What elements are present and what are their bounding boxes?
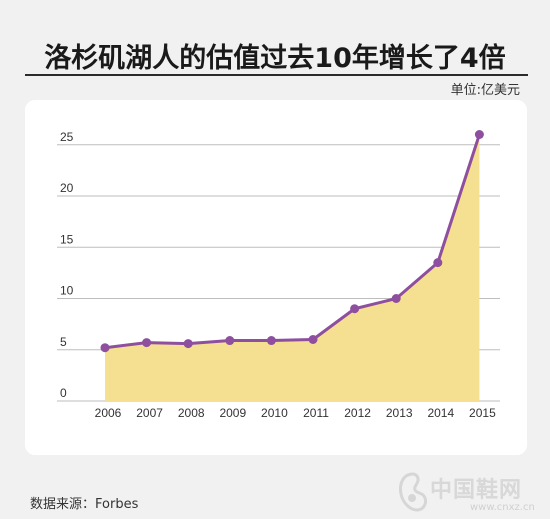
shoe-logo-icon: [399, 472, 427, 512]
area-fill: [105, 134, 480, 401]
x-tick-label: 2010: [261, 406, 288, 420]
source-note: 数据来源：Forbes: [30, 497, 139, 512]
x-tick-label: 2009: [219, 406, 246, 420]
unit-label: 单位:亿美元: [450, 83, 520, 98]
data-point: [308, 335, 318, 344]
x-tick-label: 2012: [344, 406, 371, 420]
data-point: [142, 338, 152, 348]
data-point: [391, 294, 401, 303]
data-point: [433, 258, 443, 268]
data-point: [100, 343, 110, 353]
x-tick-label: 2011: [303, 406, 329, 420]
data-point: [350, 304, 360, 314]
data-point: [225, 336, 235, 346]
y-tick-label: 10: [60, 284, 74, 298]
watermark-text: 中国鞋网: [430, 478, 523, 503]
y-tick-label: 25: [60, 130, 74, 144]
data-point: [266, 336, 276, 346]
x-tick-label: 2015: [469, 406, 496, 420]
x-tick-label: 2013: [386, 406, 413, 420]
y-tick-label: 15: [60, 232, 74, 246]
watermark-url: www.cnxz.cn: [470, 502, 535, 513]
x-tick-label: 2014: [427, 406, 454, 420]
series-line: [104, 134, 481, 350]
title-divider: [25, 74, 528, 76]
x-tick-label: 2008: [178, 406, 205, 420]
data-point: [183, 339, 193, 349]
x-tick-label: 2007: [136, 406, 163, 420]
y-tick-label: 0: [60, 386, 67, 400]
data-point: [474, 130, 484, 139]
x-tick-label: 2006: [95, 406, 122, 420]
chart-title: 洛杉矶湖人的估值过去10年增长了4倍: [44, 43, 506, 74]
y-tick-label: 5: [60, 335, 67, 349]
y-tick-label: 20: [60, 181, 74, 195]
